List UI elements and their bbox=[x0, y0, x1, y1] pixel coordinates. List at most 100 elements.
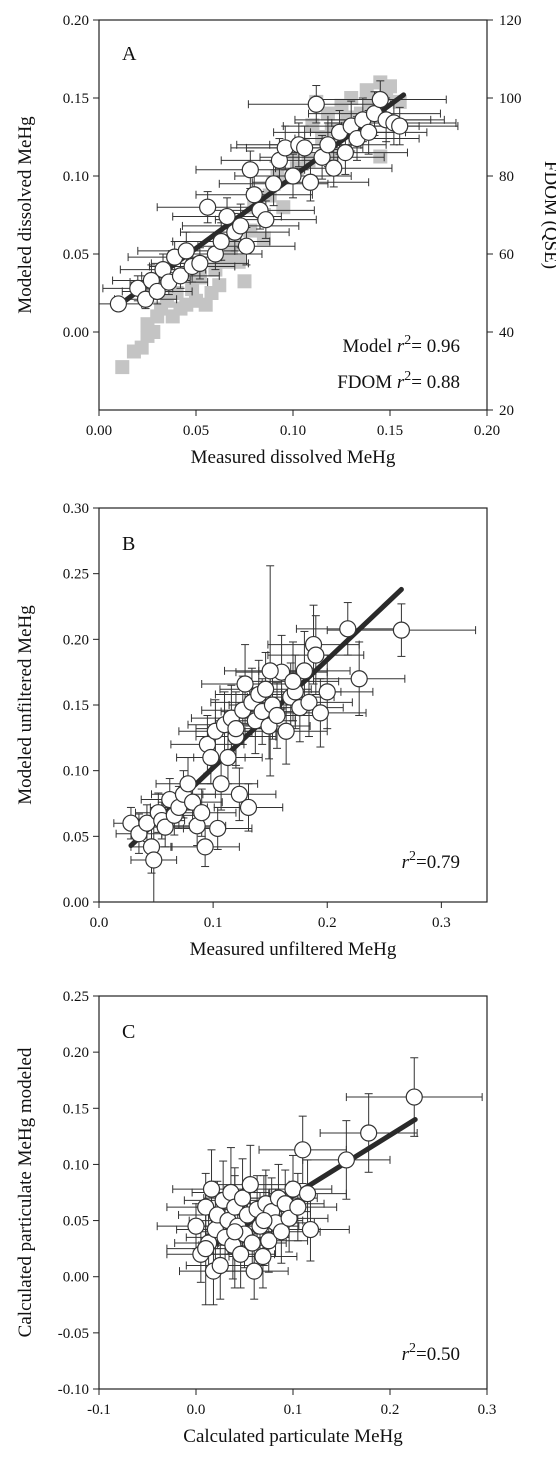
panel-b: 0.0 0.1 0.2 0.3 0.00 0.05 0.10 0.15 0.20 0.25 0.30… bbox=[15, 501, 488, 960]
panel-a-y2-tick-label: 60 bbox=[499, 247, 514, 263]
panel-c-r2-label: r2=0.50 bbox=[402, 1341, 460, 1365]
panel-a-data-point bbox=[391, 117, 409, 135]
panel-b-y-tick-label: 0.15 bbox=[63, 698, 89, 714]
panel-c-y-tick-label: 0.15 bbox=[63, 1101, 89, 1117]
panel-c-x-tick-label: 0.1 bbox=[284, 1402, 303, 1418]
panel-b-y-tick-label: 0.30 bbox=[63, 501, 89, 517]
panel-c-data-point bbox=[301, 1220, 320, 1239]
panel-a-fdom-square-point bbox=[237, 274, 252, 289]
panel-a-data-point bbox=[177, 242, 195, 260]
panel-c-data-point bbox=[280, 1209, 298, 1227]
panel-b-data-point bbox=[145, 851, 163, 869]
panel-b-data-point bbox=[209, 819, 227, 838]
panel-b-data-point bbox=[339, 620, 357, 638]
panel-c-data-point bbox=[255, 1211, 273, 1230]
panel-b-data-point bbox=[392, 621, 411, 639]
panel-a-data-point bbox=[296, 139, 314, 157]
panel-c-x-tick-label: 0.0 bbox=[187, 1402, 206, 1418]
panel-b-data-point bbox=[193, 804, 211, 822]
panel-c-letter: C bbox=[122, 1021, 135, 1043]
panel-b-data-point bbox=[277, 722, 295, 740]
panel-c-y-tick-label: 0.00 bbox=[63, 1270, 89, 1286]
panel-a-fdom-square-point bbox=[383, 79, 397, 94]
panel-b-data-point bbox=[300, 693, 318, 711]
panel-c-y-tick-label: 0.10 bbox=[63, 1157, 89, 1173]
panel-a-x-tick-label: 0.15 bbox=[377, 423, 403, 439]
panel-b-y-tick-label: 0.20 bbox=[63, 632, 89, 648]
panel-a-data-point bbox=[191, 254, 209, 272]
panel-a-y2-tick-label: 100 bbox=[499, 91, 522, 107]
panel-b-data-point bbox=[179, 775, 197, 793]
panel-b-data-point bbox=[268, 706, 286, 725]
panel-a-fdom-square-point bbox=[140, 317, 155, 332]
panel-b-data-point bbox=[311, 704, 329, 722]
panel-c-y-tick-label: -0.05 bbox=[58, 1326, 89, 1342]
panel-a-fdom-r2-label: FDOM r2= 0.88 bbox=[337, 369, 460, 393]
panel-b-data-layer bbox=[113, 565, 477, 902]
panel-a-data-point bbox=[218, 207, 236, 226]
panel-a-x-axis-label: Measured dissolved MeHg bbox=[191, 447, 396, 468]
panel-b-data-point bbox=[261, 662, 279, 680]
panel-b-data-point bbox=[227, 720, 245, 738]
panel-b-x-tick-label: 0.1 bbox=[204, 915, 223, 931]
panel-b-data-point bbox=[156, 818, 174, 836]
panel-b-data-point bbox=[212, 775, 230, 793]
panel-a-data-point bbox=[171, 267, 190, 285]
panel-c-data-point bbox=[298, 1185, 317, 1203]
panel-c-data-point bbox=[254, 1247, 272, 1266]
panel-a-data-point bbox=[307, 95, 325, 113]
panel-a-y2-tick-label: 120 bbox=[499, 13, 522, 29]
panel-a-letter: A bbox=[122, 43, 137, 65]
panel-c-data-point bbox=[211, 1256, 229, 1275]
panel-a-data-layer bbox=[99, 75, 459, 375]
panel-a-y-tick-label: 0.00 bbox=[63, 325, 89, 341]
panel-a-x-tick-label: 0.00 bbox=[86, 423, 112, 439]
panel-a-y2-axis-label: FDOM (QSE) bbox=[540, 161, 556, 269]
panel-b-y-tick-label: 0.25 bbox=[63, 567, 89, 583]
panel-b-data-point bbox=[219, 748, 237, 767]
panel-b-data-point bbox=[318, 683, 336, 701]
panel-c-data-point bbox=[233, 1189, 252, 1207]
panel-b-data-point bbox=[257, 680, 275, 698]
panel-c-data-point bbox=[241, 1176, 259, 1194]
panel-b-data-point bbox=[307, 646, 325, 664]
panel-a-fdom-square-point bbox=[212, 278, 227, 293]
panel-c-data-point bbox=[294, 1141, 312, 1159]
panel-c-data-point bbox=[243, 1234, 261, 1252]
panel-b-data-point bbox=[284, 672, 302, 690]
panel-a-y2-tick-label: 40 bbox=[499, 325, 514, 341]
panel-c-data-point bbox=[289, 1198, 307, 1216]
panel-c-data-point bbox=[197, 1240, 215, 1258]
panel-a-data-point bbox=[237, 237, 256, 255]
panel-a-x-tick-label: 0.10 bbox=[280, 423, 306, 439]
panel-b-x-tick-label: 0.2 bbox=[318, 915, 337, 931]
panel-c-x-tick-label: 0.3 bbox=[478, 1402, 497, 1418]
panel-a-x-tick-label: 0.05 bbox=[183, 423, 209, 439]
panel-a-data-point bbox=[371, 90, 389, 109]
panel-a-data-point bbox=[325, 159, 343, 177]
panel-a-fdom-square-point bbox=[373, 149, 388, 164]
panel-a-data-point bbox=[109, 295, 128, 313]
panel-a-data-point bbox=[245, 186, 263, 204]
panel-a-x-tick-label: 0.20 bbox=[474, 423, 500, 439]
panel-c-y-tick-label: 0.25 bbox=[63, 989, 89, 1005]
panel-b-r2-label: r2=0.79 bbox=[402, 849, 460, 873]
panel-b-x-axis-label: Measured unfiltered MeHg bbox=[190, 939, 397, 960]
panel-b-x-tick-label: 0.0 bbox=[90, 915, 109, 931]
panel-c-y-tick-label: 0.05 bbox=[63, 1214, 89, 1230]
panel-c-data-point bbox=[405, 1088, 423, 1106]
panel-b-data-point bbox=[236, 675, 254, 693]
panel-a-y2-tick-label: 20 bbox=[499, 403, 514, 419]
panel-b-y-axis-label: Modeled unfiltered MeHg bbox=[15, 605, 36, 805]
panel-a-data-point bbox=[199, 198, 217, 216]
panel-b-data-point bbox=[239, 798, 258, 817]
panel-c-data-point bbox=[232, 1245, 250, 1263]
panel-b-data-point bbox=[295, 662, 314, 680]
panel-c-data-point bbox=[337, 1151, 355, 1169]
panel-c: -0.1 0.0 0.1 0.2 0.3 -0.10 -0.05 0.00 0.05 0.10 0.… bbox=[15, 989, 496, 1447]
panel-b-letter: B bbox=[122, 533, 135, 555]
panel-b-y-tick-label: 0.10 bbox=[63, 764, 89, 780]
panel-c-data-point bbox=[187, 1217, 205, 1235]
panel-a-fdom-square-point bbox=[198, 297, 213, 312]
